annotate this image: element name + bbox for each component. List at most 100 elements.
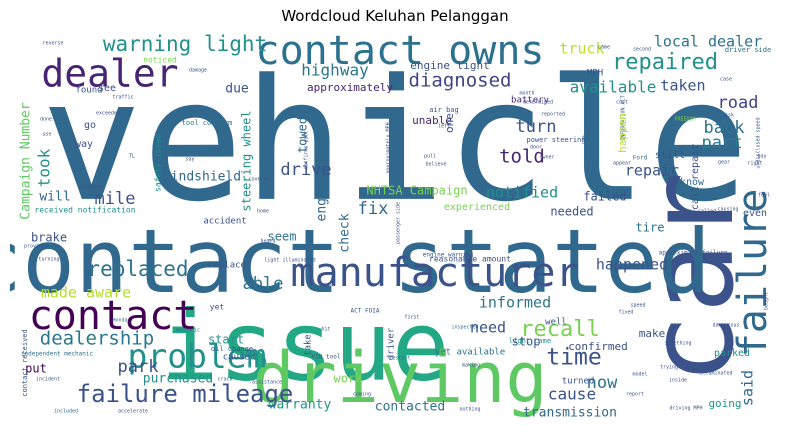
- word-done: done: [40, 117, 52, 123]
- word-seem: seem: [268, 230, 297, 244]
- word-turned: turned: [562, 377, 595, 387]
- word-yet-available: yet available: [435, 348, 505, 358]
- word-oil-change: oil change: [211, 345, 253, 353]
- word-called: called: [698, 209, 716, 215]
- word-safety-issue: safety issue: [154, 134, 163, 192]
- word-highway: highway: [301, 61, 369, 80]
- word-vin-tool: VIN tool: [312, 354, 341, 361]
- word-received-notification: received notification: [34, 206, 135, 215]
- word-tl: TL: [129, 154, 135, 160]
- word-say: say: [185, 157, 194, 163]
- word-failure: failure: [730, 189, 776, 358]
- word-manufacturer: manufacturer: [291, 250, 580, 296]
- word-contact-owns: contact owns: [256, 33, 545, 74]
- word-now: now: [587, 373, 618, 393]
- word-brake: brake: [31, 231, 67, 245]
- word-something: something: [664, 341, 691, 347]
- word-well: well: [545, 318, 567, 328]
- word-go: go: [84, 120, 96, 131]
- word-back: back: [704, 118, 745, 138]
- word-contacted: contacted: [375, 400, 445, 415]
- word-one: one: [443, 113, 456, 133]
- word-time: time: [546, 345, 601, 371]
- word-mph: MPH: [587, 69, 603, 79]
- word-reasonable-amount: reasonable amount: [429, 255, 511, 264]
- word-approximately-mph: approximately MPH: [386, 122, 392, 173]
- word-replaced: replaced: [87, 257, 188, 281]
- word-reverse: reverse: [42, 41, 63, 47]
- word-cost: cost: [616, 100, 628, 106]
- word-steering-wheel: steering wheel: [240, 110, 254, 211]
- word-notified: notified: [486, 184, 558, 202]
- word-door: door: [530, 145, 542, 151]
- word-heard: heard: [260, 239, 275, 245]
- word-pull: pull: [424, 154, 436, 160]
- word-passenger-side: passenger side: [396, 202, 402, 244]
- word-make: make: [639, 327, 666, 340]
- word-light-came: light came: [509, 337, 551, 345]
- word-case: case: [720, 77, 732, 83]
- word-bought: bought: [764, 292, 770, 310]
- word-tire: tire: [636, 221, 665, 235]
- word-way: way: [75, 139, 93, 150]
- word-drive: drive: [280, 160, 331, 180]
- word-unable: unable: [412, 114, 452, 127]
- word-truck: truck: [559, 40, 604, 58]
- word-warning-light: warning light: [103, 33, 267, 56]
- word-information-act: INFORMATION ACT: [621, 95, 627, 140]
- word-damage: damage: [189, 68, 207, 74]
- word-taken: taken: [660, 77, 705, 95]
- word-windshield: windshield: [163, 170, 241, 185]
- word-provided: provided: [24, 244, 48, 250]
- word-tool-confirm: tool confirm: [182, 119, 233, 127]
- word-warranty: warranty: [269, 398, 332, 413]
- word-happen: happen: [616, 113, 629, 153]
- word-park: park: [118, 357, 159, 377]
- word-independent-mechanic: independent mechanic: [21, 351, 94, 358]
- word-fixed: fixed: [618, 310, 633, 316]
- word-driving-mph: driving MPH: [669, 406, 702, 412]
- word-took: took: [35, 148, 54, 187]
- word-repaired: repaired: [612, 50, 718, 75]
- word-see: see: [98, 83, 116, 94]
- word-first: first: [404, 315, 419, 321]
- word-illuminated: illuminated: [699, 371, 732, 377]
- word-model: model: [632, 372, 647, 378]
- word-know: know: [680, 177, 705, 188]
- word-available: available: [570, 78, 657, 97]
- word-accelerate: accelerate: [118, 409, 148, 415]
- wordcloud-panel: vehicle car contact stated issue driving cont…: [10, 33, 780, 418]
- word-risk: risk: [722, 113, 734, 119]
- word-check: check: [338, 213, 353, 252]
- word-noticed: noticed: [143, 56, 177, 65]
- word-power-steering: power steering: [526, 136, 585, 144]
- word-contact-received: contact received: [21, 329, 29, 396]
- word-said: said: [739, 370, 757, 406]
- word-yet: yet: [210, 303, 225, 312]
- word-causing: causing: [717, 207, 738, 213]
- word-dangerous: dangerous: [712, 323, 739, 329]
- word-mechanic: mechanic: [176, 328, 200, 334]
- word-stop: stop: [512, 335, 541, 349]
- word-purchased: purchased: [143, 372, 213, 387]
- word-need: need: [470, 319, 506, 337]
- word-honda: Honda: [112, 318, 127, 324]
- word-diagnosed: diagnosed: [409, 70, 512, 92]
- word-light-illuminated: light illuminated: [264, 258, 315, 264]
- word-incident: incident: [36, 377, 60, 383]
- word-failure-mileage: failure mileage: [77, 380, 294, 408]
- word-able: able: [243, 274, 284, 294]
- word-approximate-failure: approximate failure: [659, 250, 728, 257]
- word-problem: problem: [127, 337, 266, 376]
- word-vehicle: vehicle: [41, 43, 749, 239]
- word-driver-side: driver side: [725, 46, 771, 54]
- word-parked: parked: [714, 348, 750, 359]
- word-recall: recall: [520, 317, 599, 342]
- word-driving: driving: [252, 337, 547, 418]
- word-hit: hit: [321, 327, 330, 333]
- word-came: came: [598, 45, 610, 51]
- word-complaint: complaint: [696, 363, 723, 369]
- word-needed: needed: [550, 205, 593, 219]
